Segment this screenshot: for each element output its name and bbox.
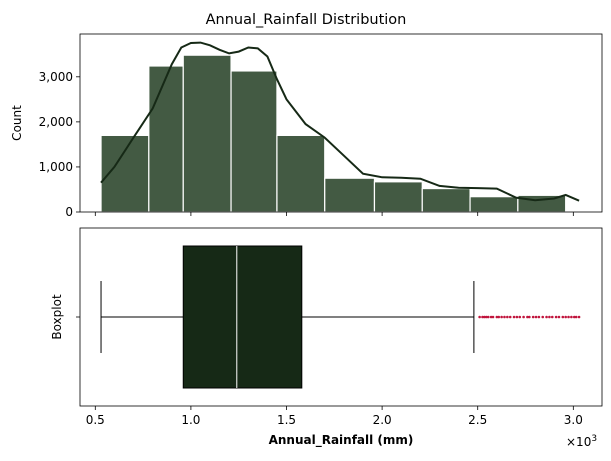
- outlier-point: [497, 315, 501, 319]
- outlier-point: [506, 315, 509, 319]
- histogram-bar: [421, 187, 471, 213]
- outlier-point: [491, 315, 495, 319]
- histogram-frame: [79, 33, 603, 213]
- histogram-y-ticks: 0 1,000 2,000 3,000: [39, 70, 80, 219]
- boxplot-y-label: Boxplot: [50, 294, 64, 340]
- outlier-point: [545, 315, 548, 319]
- histogram-y-label: Count: [10, 105, 24, 141]
- outlier-point: [561, 315, 565, 319]
- outlier-point: [531, 315, 535, 319]
- outlier-point: [570, 315, 573, 319]
- outlier-point: [512, 315, 516, 319]
- kde-line: [100, 41, 580, 202]
- outlier-point: [554, 315, 558, 319]
- outlier-point: [515, 315, 519, 319]
- outlier-point: [495, 315, 499, 319]
- outlier-point: [483, 315, 486, 319]
- y-tick-label: 3,000: [39, 70, 73, 84]
- x-tick-label: 0.5: [86, 413, 105, 427]
- y-tick-label: 1,000: [39, 160, 73, 174]
- outlier-point: [489, 315, 493, 319]
- outlier-point: [481, 315, 484, 319]
- outlier-point: [534, 315, 538, 319]
- outlier-point: [548, 315, 551, 319]
- outlier-point: [526, 315, 529, 319]
- histogram-bar: [469, 196, 519, 213]
- y-tick-label: 0: [65, 205, 73, 219]
- x-tick-label: 3.0: [564, 413, 583, 427]
- outlier-point: [508, 315, 512, 319]
- histogram-bar: [182, 54, 232, 213]
- outlier-point: [567, 315, 570, 319]
- outlier-point: [564, 315, 567, 319]
- boxplot-x-ticks: 0.5 1.0 1.5 2.0 2.5 3.0: [86, 406, 583, 427]
- outlier-point: [572, 315, 576, 319]
- boxplot-x-label: Annual_Rainfall (mm): [269, 433, 414, 448]
- outlier-point: [500, 315, 503, 319]
- figure-title: Annual_Rainfall Distribution: [206, 12, 407, 28]
- outlier-point: [486, 315, 490, 319]
- outlier-point: [503, 315, 506, 319]
- y-tick-label: 2,000: [39, 115, 73, 129]
- boxplot-outliers: [478, 315, 581, 319]
- histogram-bar: [373, 181, 423, 213]
- outlier-point: [541, 315, 545, 319]
- outlier-point: [574, 315, 578, 319]
- x-tick-label: 2.0: [373, 413, 392, 427]
- outlier-point: [550, 315, 554, 319]
- histogram-bar: [276, 134, 326, 213]
- histogram-panel: 0 1,000 2,000 3,000 Count: [10, 33, 603, 219]
- histogram-bar: [324, 177, 376, 213]
- boxplot-panel: 0.5 1.0 1.5 2.0 2.5 3.0 Boxplot Annual_Rainfa…: [50, 227, 603, 449]
- outlier-point: [528, 315, 531, 319]
- histogram-bar: [230, 70, 278, 213]
- x-scale-exponent: 3: [591, 434, 597, 444]
- outlier-point: [478, 315, 481, 319]
- outlier-point: [485, 315, 488, 319]
- histogram-bar: [148, 65, 184, 213]
- boxplot-elements: [100, 245, 475, 389]
- outlier-point: [557, 315, 561, 319]
- histogram-bars: [100, 54, 567, 213]
- outlier-point: [537, 315, 541, 319]
- x-scale-factor: ×103: [566, 434, 597, 449]
- x-tick-label: 1.5: [277, 413, 296, 427]
- x-tick-label: 2.5: [468, 413, 487, 427]
- outlier-point: [522, 315, 525, 319]
- outlier-point: [518, 315, 522, 319]
- histogram-x-ticks: [94, 212, 574, 216]
- outlier-point: [577, 315, 581, 319]
- x-tick-label: 1.0: [181, 413, 200, 427]
- x-scale-base: ×10: [566, 435, 591, 449]
- iqr-box: [182, 245, 303, 389]
